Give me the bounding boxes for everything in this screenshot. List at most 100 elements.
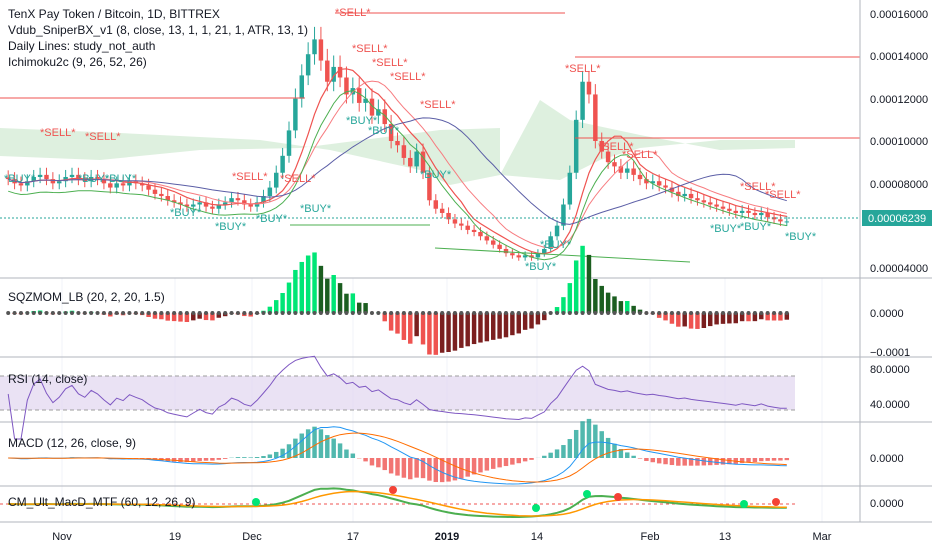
- sqz-bar: [573, 260, 579, 313]
- time-tick-label: Nov: [52, 531, 72, 543]
- sqz-bar: [631, 305, 636, 313]
- squeeze-momentum-pane[interactable]: [6, 245, 790, 355]
- cm-cross-dot: [740, 500, 748, 508]
- indicator-vdub[interactable]: Vdub_SniperBX_v1 (8, close, 13, 1, 1, 21…: [8, 23, 308, 37]
- candle-body: [210, 206, 215, 209]
- macd-pane[interactable]: [8, 418, 790, 485]
- sqz-dot: [152, 311, 157, 315]
- sqz-dot: [421, 311, 426, 315]
- rsi-tick-label: 40.0000: [870, 399, 910, 411]
- macd-histogram-bar: [382, 458, 387, 471]
- cm-signal-line: [8, 490, 787, 517]
- indicator-ichimoku[interactable]: Ichimoku2c (9, 26, 52, 26): [8, 55, 147, 69]
- price-pane[interactable]: *SELL**SELL**SELL**SELL**SELL**SELL* *SEL…: [0, 0, 860, 278]
- candle-body: [439, 208, 445, 213]
- candle-body: [720, 206, 726, 209]
- candle-body: [739, 210, 745, 213]
- candle-body: [580, 81, 585, 120]
- sqz-dot: [682, 311, 687, 315]
- macd-histogram-bar: [222, 458, 228, 459]
- sqz-bar: [542, 313, 547, 321]
- sqz-tick-label: 0.0000: [870, 308, 904, 320]
- sqz-bar: [586, 254, 592, 313]
- sqz-bar: [350, 293, 356, 313]
- price-tick-label: 0.00014000: [870, 51, 928, 63]
- buy-signal-label: *BUY*: [710, 223, 742, 235]
- candle-body: [25, 181, 30, 186]
- sqz-bar: [759, 313, 764, 320]
- sqz-bar: [414, 313, 419, 337]
- candle-body: [197, 202, 202, 205]
- sqz-dot: [31, 311, 36, 315]
- sqz-dot: [76, 311, 81, 315]
- sqz-dot: [191, 311, 196, 315]
- cm-pane-label[interactable]: CM_Ult_MacD_MTF (60, 12, 26, 9): [8, 495, 196, 509]
- price-axis[interactable]: 0.00016000 0.00014000 0.00012000 0.00010000…: [870, 9, 928, 510]
- indicator-daily-lines[interactable]: Daily Lines: study_not_auth: [8, 39, 156, 53]
- sqz-dot: [57, 311, 62, 315]
- symbol-title[interactable]: TenX Pay Token / Bitcoin, 1D, BITTREX: [8, 7, 220, 21]
- sqz-dot: [401, 311, 406, 315]
- macd-histogram-bar: [752, 458, 758, 462]
- candle-body: [57, 181, 62, 184]
- candle-body: [765, 212, 770, 218]
- macd-histogram-bar: [720, 458, 726, 465]
- sqz-bar: [331, 275, 336, 313]
- cm-cross-dot: [614, 493, 622, 501]
- macd-histogram-bar: [210, 458, 215, 461]
- sqz-bar: [203, 313, 209, 321]
- macd-histogram-bar: [567, 439, 573, 458]
- sqz-bar: [408, 313, 413, 344]
- sqz-bar: [171, 313, 177, 322]
- candle-body: [325, 60, 330, 82]
- macd-histogram-bar: [312, 426, 317, 458]
- time-axis[interactable]: Nov 19 Dec 17 2019 14 Feb 13 Mar: [52, 531, 832, 543]
- sqz-bar: [293, 269, 298, 313]
- macd-histogram-bar: [497, 458, 502, 468]
- sqz-bar: [554, 307, 560, 313]
- current-price-badge: [862, 210, 932, 226]
- sqz-dot: [312, 311, 317, 315]
- candle-body: [229, 198, 234, 203]
- macd-histogram-bar: [478, 458, 483, 473]
- rsi-tick-label: 80.0000: [870, 364, 910, 376]
- candle-body: [280, 155, 285, 173]
- sqz-bar: [197, 313, 202, 319]
- macd-histogram-bar: [637, 458, 643, 459]
- candle-body: [108, 183, 113, 188]
- rsi-pane[interactable]: [0, 355, 795, 440]
- sqz-bar: [516, 313, 521, 334]
- candle-body: [235, 198, 241, 201]
- time-tick-label: 2019: [435, 531, 459, 543]
- candle-body: [427, 172, 432, 201]
- cm-macd-pane[interactable]: [0, 486, 795, 518]
- buy-signal-label: *BUY*: [105, 173, 137, 185]
- macd-histogram-bar: [408, 458, 413, 480]
- sqz-pane-label[interactable]: SQZMOM_LB (20, 2, 20, 1.5): [8, 290, 165, 304]
- macd-histogram-bar: [746, 458, 751, 463]
- macd-histogram-bar: [586, 418, 592, 458]
- macd-histogram-bar: [739, 458, 745, 464]
- sqz-bar: [184, 313, 190, 322]
- sqz-dot: [133, 311, 138, 315]
- cloud-area: [500, 100, 795, 180]
- macd-histogram-bar: [701, 458, 707, 466]
- sqz-bar: [733, 313, 738, 324]
- macd-histogram-bar: [510, 458, 515, 465]
- candle-body: [44, 174, 49, 180]
- rsi-pane-label[interactable]: RSI (14, close): [8, 372, 88, 386]
- macd-histogram-bar: [644, 458, 649, 461]
- macd-pane-label[interactable]: MACD (12, 26, close, 9): [8, 436, 137, 450]
- candle-body: [401, 145, 407, 158]
- sqz-bar: [305, 255, 311, 313]
- sqz-dot: [70, 311, 75, 315]
- sqz-bar: [267, 306, 273, 313]
- sqz-dot: [491, 311, 496, 315]
- macd-histogram-bar: [452, 458, 458, 481]
- sell-signal-label: *SELL*: [40, 127, 76, 139]
- signal-labels: *SELL**SELL**SELL**SELL**SELL**SELL* *SEL…: [4, 7, 817, 273]
- sqz-bar: [612, 296, 617, 313]
- sqz-dot: [293, 311, 298, 315]
- candle-body: [356, 88, 362, 103]
